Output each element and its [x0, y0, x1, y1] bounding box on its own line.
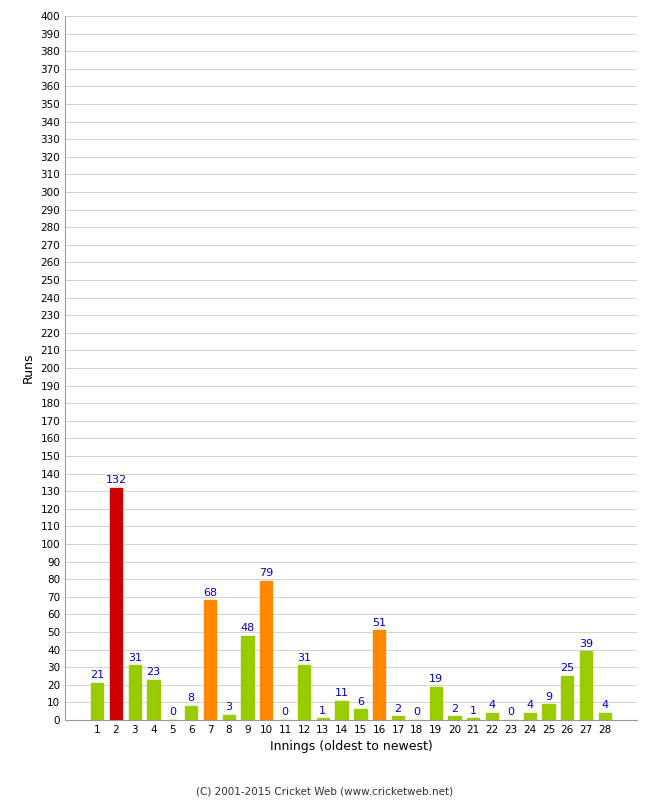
Bar: [354, 710, 367, 720]
Bar: [317, 718, 329, 720]
Bar: [223, 714, 235, 720]
Text: 48: 48: [240, 623, 255, 633]
Bar: [298, 666, 310, 720]
Text: 31: 31: [297, 653, 311, 662]
Text: 25: 25: [560, 663, 575, 674]
Text: 0: 0: [508, 707, 514, 718]
Text: 132: 132: [105, 475, 127, 485]
Bar: [599, 713, 611, 720]
Bar: [91, 683, 103, 720]
Text: 0: 0: [413, 707, 421, 718]
Bar: [241, 635, 254, 720]
Bar: [542, 704, 554, 720]
Bar: [486, 713, 498, 720]
Bar: [392, 717, 404, 720]
Text: 2: 2: [451, 704, 458, 714]
Text: 2: 2: [395, 704, 402, 714]
Text: 39: 39: [579, 638, 593, 649]
Text: 11: 11: [335, 688, 348, 698]
Bar: [523, 713, 536, 720]
Bar: [448, 717, 461, 720]
Bar: [430, 686, 442, 720]
Text: 31: 31: [128, 653, 142, 662]
Text: 19: 19: [428, 674, 443, 684]
Text: 68: 68: [203, 588, 217, 598]
Bar: [204, 600, 216, 720]
Text: 23: 23: [146, 667, 161, 677]
Text: 0: 0: [281, 707, 289, 718]
Text: 79: 79: [259, 568, 274, 578]
Y-axis label: Runs: Runs: [22, 353, 35, 383]
Bar: [373, 630, 385, 720]
Text: 8: 8: [188, 694, 195, 703]
Bar: [561, 676, 573, 720]
Bar: [580, 651, 592, 720]
Bar: [110, 488, 122, 720]
Text: 0: 0: [169, 707, 176, 718]
Text: 3: 3: [226, 702, 232, 712]
Text: (C) 2001-2015 Cricket Web (www.cricketweb.net): (C) 2001-2015 Cricket Web (www.cricketwe…: [196, 786, 454, 796]
Bar: [467, 718, 479, 720]
Bar: [129, 666, 141, 720]
Text: 4: 4: [489, 700, 495, 710]
Text: 1: 1: [470, 706, 476, 715]
Text: 4: 4: [601, 700, 608, 710]
Bar: [335, 701, 348, 720]
X-axis label: Innings (oldest to newest): Innings (oldest to newest): [270, 741, 432, 754]
Text: 4: 4: [526, 700, 533, 710]
Text: 6: 6: [357, 697, 364, 707]
Bar: [260, 581, 272, 720]
Text: 51: 51: [372, 618, 386, 627]
Text: 9: 9: [545, 691, 552, 702]
Bar: [148, 679, 160, 720]
Bar: [185, 706, 197, 720]
Text: 21: 21: [90, 670, 104, 680]
Text: 1: 1: [319, 706, 326, 715]
